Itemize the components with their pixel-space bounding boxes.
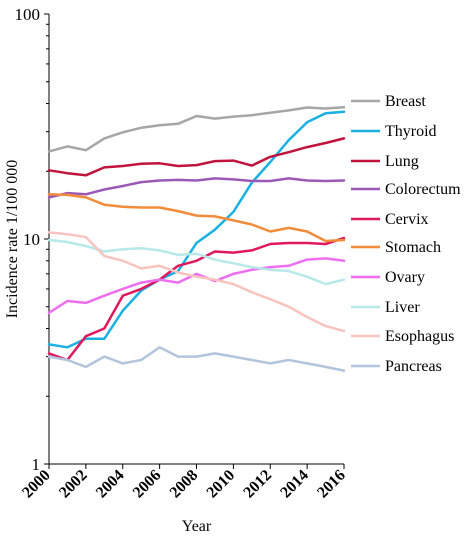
x-tick-label: 2002 xyxy=(56,467,91,502)
x-tick-label: 2010 xyxy=(204,467,239,502)
series-line-cervix xyxy=(47,236,346,362)
x-tick-label: 2006 xyxy=(130,467,165,502)
legend-label-esophagus: Esophagus xyxy=(385,328,454,345)
legend: Breast Thyroid Lung Colorectum Cervix Stomach… xyxy=(351,93,461,375)
legend-label-pancreas: Pancreas xyxy=(385,358,442,375)
series-line-thyroid xyxy=(47,110,346,349)
series-line-breast xyxy=(47,106,346,153)
x-axis-title: Year xyxy=(182,518,212,535)
y-tick-label: 1 xyxy=(32,455,41,474)
x-tick-label: 2016 xyxy=(314,467,349,502)
series-line-pancreas xyxy=(47,346,346,372)
legend-label-thyroid: Thyroid xyxy=(385,123,437,140)
legend-label-breast: Breast xyxy=(385,93,426,110)
x-tick-label: 2012 xyxy=(240,467,275,502)
series-line-lung xyxy=(47,137,346,177)
series-line-ovary xyxy=(47,257,346,315)
series-layer xyxy=(47,106,346,372)
x-tick-label: 2008 xyxy=(167,467,202,502)
series-line-stomach xyxy=(47,193,346,243)
legend-label-lung: Lung xyxy=(385,153,419,170)
legend-label-stomach: Stomach xyxy=(385,239,441,256)
y-tick-label: 10 xyxy=(23,230,40,249)
x-tick-label: 2000 xyxy=(19,467,54,502)
y-tick-label: 100 xyxy=(15,5,41,24)
legend-label-ovary: Ovary xyxy=(385,269,425,286)
plot-area: 1 10 100 2000 2002 2004 2006 2008 2010 2012 2014 20… xyxy=(15,5,349,501)
y-axis-title: Incidence rate 1/100 000 xyxy=(4,160,21,319)
legend-label-liver: Liver xyxy=(385,299,420,316)
series-line-esophagus xyxy=(47,231,346,333)
legend-label-cervix: Cervix xyxy=(385,211,429,228)
legend-label-colorectum: Colorectum xyxy=(385,181,461,198)
x-tick-label: 2004 xyxy=(93,467,128,502)
x-tick-label: 2014 xyxy=(277,467,312,502)
series-line-colorectum xyxy=(47,177,346,199)
